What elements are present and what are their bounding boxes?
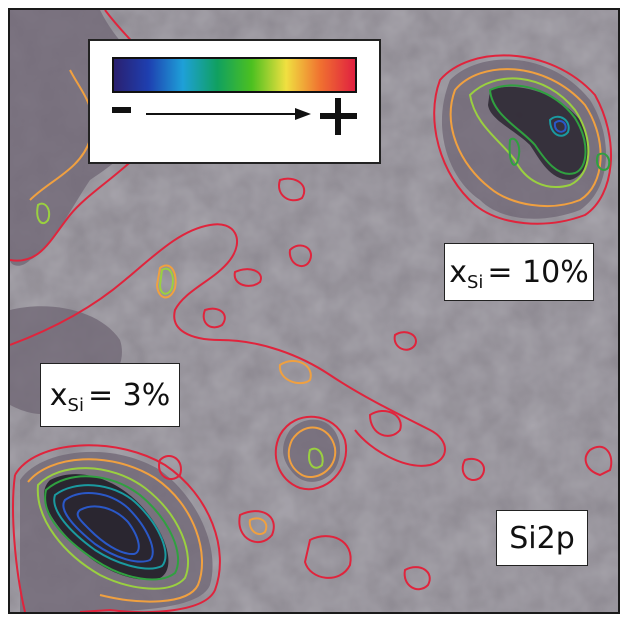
contour-lightgreen-center [308,447,324,469]
color-scale-bar [112,57,357,93]
contour-red-blob-3 [368,410,402,437]
contour-orange-blob-3 [248,517,268,536]
contour-red-blob-7 [158,455,182,480]
contour-red-blob-6 [303,535,352,579]
dark-core-top-right [488,86,589,180]
contour-orange-top-right [449,68,602,207]
contour-red-blob-4 [461,457,485,481]
contour-red-bottom-left [12,444,221,612]
contour-green-blob-left [508,137,521,166]
contours-teal [53,115,570,570]
arrow-head-icon [295,108,311,120]
contour-lightgreen-blob-2 [36,202,51,225]
contours-light-green [36,77,590,590]
contour-blue-bottom-left-1 [62,492,154,563]
arrow-line [146,113,296,115]
label-concentration-3: x Si = 3% [40,363,180,427]
contour-map-frame: x Si = 10% x Si = 3% Si2p [8,8,620,614]
color-scale-legend [88,39,381,164]
contour-green-blob-right [596,152,611,171]
contour-red-blob-12 [403,566,431,591]
contour-red-blob-1 [288,244,312,268]
contour-lightgreen-bottom-left [36,467,190,590]
contour-red-blob-8 [278,177,306,202]
label-element: Si2p [496,510,588,566]
label-3-subscript: Si [67,394,84,416]
contour-green-top-right [488,84,587,175]
contour-red-blob-5 [238,510,275,544]
contours-blue [62,120,567,563]
contour-red-blob-2 [233,268,262,287]
contour-red-top-right [433,54,612,225]
contour-teal-top-right [548,115,570,137]
label-10-subscript: Si [466,271,484,293]
element-label-text: Si2p [509,520,575,556]
shaded-region-center [283,419,340,482]
label-10-symbol: x [449,254,467,290]
label-3-symbol: x [49,377,68,413]
contours-red [10,10,613,612]
contour-red-center [274,415,348,491]
minus-symbol [112,107,131,113]
plus-symbol-vertical [335,98,341,135]
contour-teal-bottom-left [53,484,167,570]
contour-orange-bottom-left [27,458,203,603]
contour-blue-top-right [553,120,567,133]
contour-green-bottom-left [44,475,180,581]
label-3-value: = 3% [87,377,171,413]
color-scale-gradient [114,59,355,91]
contours-green [44,84,611,581]
contour-red-blob-9 [202,307,226,329]
contour-orange-blob-1 [155,264,177,299]
contour-blue-bottom-left-2 [76,505,140,556]
label-concentration-10: x Si = 10% [444,243,594,301]
contour-lightgreen-blob-1 [158,267,174,295]
contour-orange-blob-2 [278,360,312,385]
contour-red-blob-10 [584,445,613,477]
label-10-value: = 10% [487,254,589,290]
contour-lightgreen-top-right [468,77,590,188]
contour-red-middle-band [10,223,446,467]
contour-red-blob-11 [393,331,417,351]
contour-orange-center [287,426,337,478]
